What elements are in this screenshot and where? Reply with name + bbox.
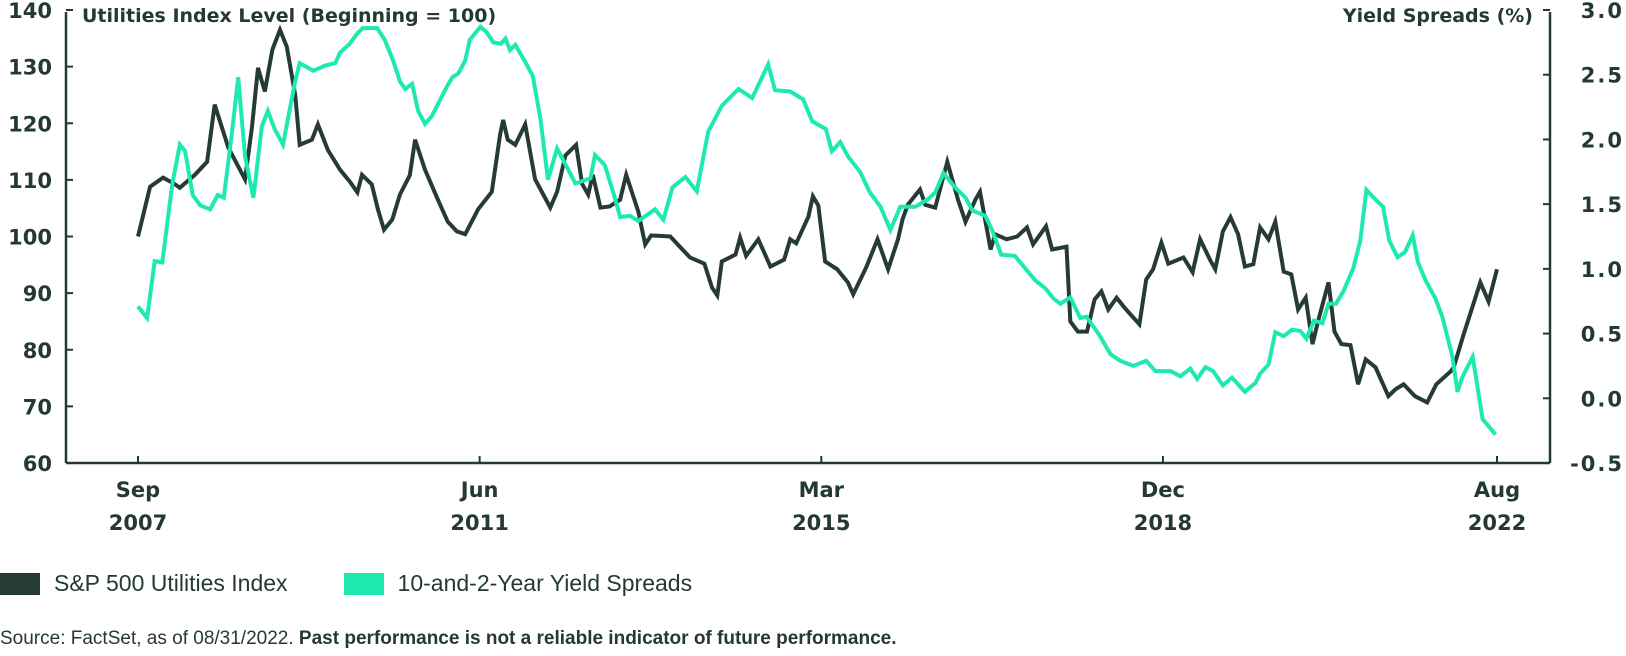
- x-tick-label-month: Sep: [116, 478, 160, 502]
- yield-spreads-line: [136, 23, 1498, 436]
- x-tick-label-month: Mar: [799, 478, 845, 502]
- right-tick-label: 1.0: [1581, 258, 1624, 282]
- axes: [64, 12, 1552, 465]
- x-tick-label-year: 2007: [109, 511, 167, 535]
- legend-label-utilities: S&P 500 Utilities Index: [54, 570, 288, 596]
- x-tick-label-year: 2022: [1468, 511, 1526, 535]
- legend-item-yield-spreads: 10-and-2-Year Yield Spreads: [343, 570, 693, 597]
- left-tick-label: 80: [23, 339, 52, 363]
- left-tick-label: 140: [8, 0, 52, 23]
- left-tick-label: 70: [23, 395, 52, 419]
- left-tick-label: 100: [8, 226, 52, 250]
- series-utilities-index: [136, 24, 1499, 406]
- source-text: Source: FactSet, as of 08/31/2022.: [0, 628, 299, 649]
- x-tick-label-year: 2011: [450, 511, 508, 535]
- left-tick-label: 90: [23, 282, 52, 306]
- right-tick-label: 0.0: [1581, 387, 1624, 411]
- left-tick-label: 120: [8, 112, 52, 136]
- chart: 140 130 120 110 100 90 80 70 60 3.0 2.5 2.0 1.5 1.0 0…: [8, 0, 1624, 535]
- right-axis-ticks: 3.0 2.5 2.0 1.5 1.0 0.5 0.0 -0.5: [1543, 0, 1624, 476]
- legend-item-utilities: S&P 500 Utilities Index: [0, 570, 288, 597]
- series-layer: [136, 23, 1499, 436]
- right-tick-label: 2.5: [1581, 64, 1624, 88]
- disclaimer-text: Past performance is not a reliable indic…: [298, 628, 897, 649]
- right-tick-label: 2.0: [1581, 128, 1624, 152]
- source-note: Source: FactSet, as of 08/31/2022. Past …: [0, 628, 897, 650]
- legend: S&P 500 Utilities Index 10-and-2-Year Yi…: [0, 570, 748, 597]
- right-tick-label: 3.0: [1581, 0, 1624, 23]
- right-tick-label: 0.5: [1581, 323, 1624, 347]
- legend-label-yield-spreads: 10-and-2-Year Yield Spreads: [397, 570, 693, 596]
- right-tick-label: -0.5: [1570, 452, 1624, 476]
- x-tick-label-month: Aug: [1474, 478, 1520, 502]
- x-axis-ticks: Sep 2007 Jun 2011 Mar 2015 Dec 2018 Aug 2022: [109, 456, 1526, 535]
- left-tick-label: 60: [23, 452, 52, 476]
- left-tick-label: 130: [8, 56, 52, 80]
- right-tick-label: 1.5: [1581, 193, 1624, 217]
- left-axis-ticks: 140 130 120 110 100 90 80 70 60: [8, 0, 73, 476]
- utilities-index-line: [136, 24, 1499, 406]
- x-tick-label-year: 2018: [1134, 511, 1192, 535]
- x-tick-label-month: Jun: [459, 478, 499, 502]
- right-axis-title: Yield Spreads (%): [1342, 5, 1533, 27]
- legend-swatch-yield-spreads: [343, 572, 384, 595]
- left-tick-label: 110: [8, 169, 52, 193]
- series-yield-spreads: [136, 23, 1498, 436]
- left-axis-title: Utilities Index Level (Beginning = 100): [82, 5, 496, 27]
- x-tick-label-year: 2015: [792, 511, 850, 535]
- legend-swatch-utilities: [0, 572, 40, 595]
- x-tick-label-month: Dec: [1141, 478, 1185, 502]
